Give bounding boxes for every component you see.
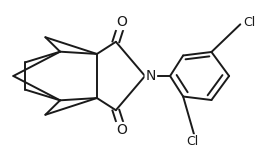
- Text: N: N: [146, 69, 156, 83]
- Text: O: O: [116, 15, 127, 29]
- Text: Cl: Cl: [186, 135, 198, 148]
- Text: O: O: [116, 123, 127, 137]
- Text: Cl: Cl: [186, 135, 198, 148]
- Text: N: N: [146, 69, 156, 83]
- Text: O: O: [116, 123, 127, 137]
- Text: Cl: Cl: [244, 16, 256, 29]
- Text: O: O: [116, 15, 127, 29]
- Text: Cl: Cl: [244, 16, 256, 29]
